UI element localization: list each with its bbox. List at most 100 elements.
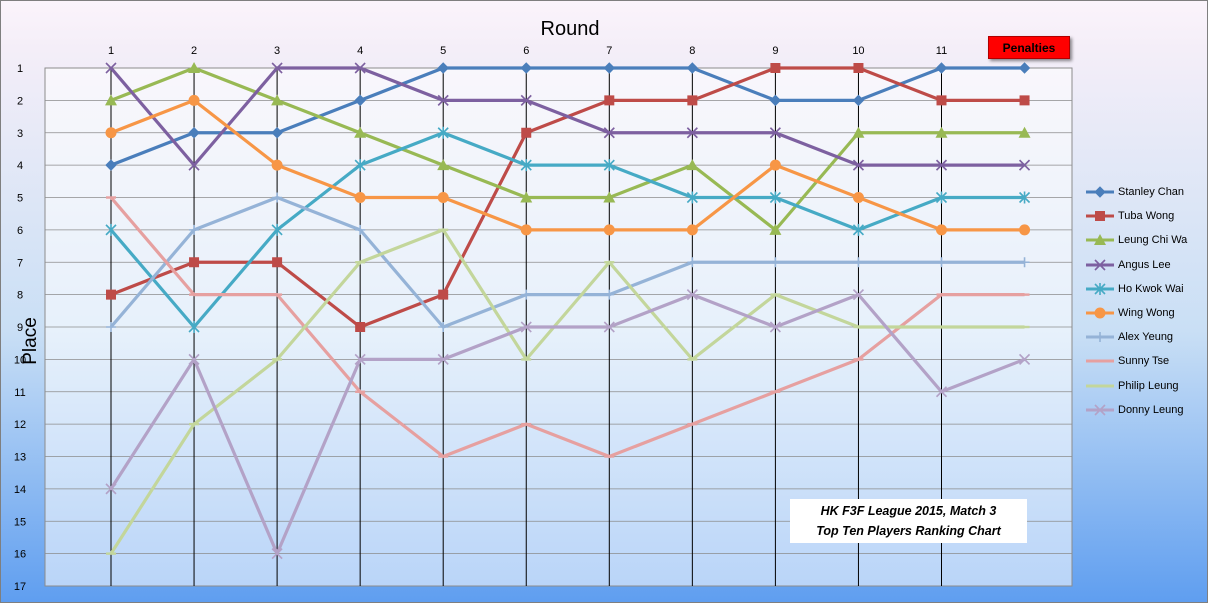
x-tick-label: 6 [523, 45, 529, 57]
y-tick-label: 6 [17, 225, 23, 237]
data-point [189, 257, 200, 268]
legend-marker-shape [1094, 282, 1106, 295]
legend-marker [1086, 259, 1114, 271]
data-point [354, 159, 366, 172]
y-tick-label: 7 [17, 257, 23, 269]
data-point [105, 62, 117, 74]
data-point [686, 159, 699, 171]
legend-item: Alex Yeung [1086, 325, 1201, 349]
data-point [687, 257, 698, 268]
data-point [188, 321, 200, 333]
legend-swatch [1086, 306, 1114, 320]
series-angus-lee [105, 62, 1031, 171]
y-tick-label: 2 [17, 95, 23, 107]
legend-marker-shape [1094, 259, 1106, 271]
penalties-label: Penalties [988, 36, 1070, 59]
data-point [935, 191, 948, 204]
series-line [109, 196, 1025, 459]
data-point [437, 353, 449, 365]
legend-item: Sunny Tse [1086, 349, 1201, 373]
data-point [1019, 224, 1031, 236]
data-point [106, 289, 116, 300]
data-point [852, 126, 865, 138]
x-tick-label: 9 [772, 45, 778, 57]
y-axis-title: Place [20, 317, 41, 365]
data-point [769, 159, 781, 171]
data-point [1018, 353, 1031, 365]
legend-label: Philip Leung [1118, 379, 1179, 392]
legend-marker-shape [1094, 186, 1106, 198]
data-point [686, 191, 698, 204]
data-point [603, 127, 615, 139]
legend-label: Leung Chi Wa [1118, 234, 1188, 247]
legend-marker-shape [1094, 404, 1106, 416]
series-alex-yeung [106, 192, 1030, 332]
x-tick-label: 7 [606, 45, 612, 57]
y-tick-label: 11 [14, 387, 25, 399]
x-tick-label: 4 [357, 45, 363, 57]
data-point [603, 321, 615, 333]
data-point [106, 322, 116, 332]
data-point [189, 224, 200, 235]
data-point [520, 94, 532, 106]
data-point [687, 95, 698, 106]
legend-swatch [1086, 354, 1114, 368]
x-axis-title: Round [540, 18, 600, 40]
data-point [852, 289, 865, 301]
data-point [520, 159, 532, 172]
data-point [437, 192, 449, 203]
legend-swatch [1086, 282, 1114, 296]
data-point [105, 483, 117, 495]
data-point [852, 223, 865, 236]
data-point [354, 192, 366, 203]
data-point [188, 127, 200, 139]
data-point [105, 94, 117, 106]
data-point [603, 224, 615, 236]
data-point [935, 159, 948, 171]
y-tick-label: 4 [17, 160, 23, 172]
data-point [686, 127, 698, 139]
y-tick-label: 17 [14, 581, 26, 593]
legend-marker-shape [1094, 234, 1106, 246]
legend-label: Wing Wong [1118, 307, 1175, 320]
x-tick-label: 2 [191, 45, 197, 57]
series-sunny-tse [106, 196, 1030, 459]
x-tick-label: 5 [440, 45, 446, 57]
y-tick-label: 3 [17, 128, 23, 140]
data-point [105, 159, 117, 171]
data-point [271, 62, 283, 74]
legend-item: Donny Leung [1086, 398, 1201, 422]
series-stanley-chan [105, 62, 1031, 171]
series-line [109, 195, 1025, 329]
data-point [105, 127, 117, 139]
legend-label: Alex Yeung [1118, 331, 1174, 344]
data-point [769, 94, 782, 107]
data-point [686, 224, 698, 236]
legend-marker-shape [1094, 307, 1106, 319]
data-point [521, 289, 532, 300]
data-point [1019, 95, 1030, 106]
data-point [603, 159, 615, 172]
legend-marker-shape [1095, 211, 1105, 222]
legend-marker [1086, 332, 1114, 343]
legend-marker [1086, 384, 1114, 388]
y-tick-label: 9 [17, 322, 23, 334]
legend-marker [1086, 307, 1114, 319]
legend-swatch [1086, 403, 1114, 417]
data-point [853, 257, 864, 268]
data-point [437, 159, 450, 171]
legend-item: Leung Chi Wa [1086, 228, 1201, 252]
data-point [686, 289, 698, 301]
series-ho-kwok-wai [105, 126, 1031, 333]
legend-label: Donny Leung [1118, 403, 1184, 416]
legend-marker-shape [1094, 259, 1106, 271]
data-point [935, 126, 948, 138]
legend-marker-shape [1095, 211, 1105, 222]
data-point [520, 191, 533, 203]
data-point [853, 63, 864, 73]
data-point [105, 223, 117, 236]
legend-marker [1086, 359, 1114, 363]
data-point [936, 257, 947, 268]
data-point [520, 224, 532, 236]
x-tick-label: 3 [274, 45, 280, 57]
